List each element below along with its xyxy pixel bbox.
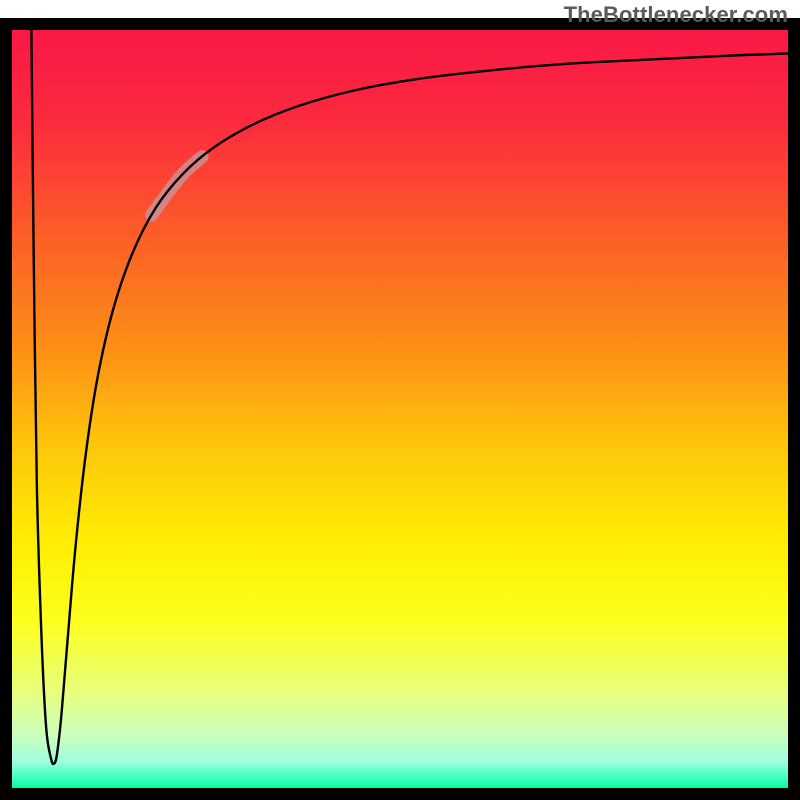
watermark-text: TheBottlenecker.com xyxy=(564,2,788,28)
chart-background xyxy=(12,30,788,788)
chart-container: TheBottlenecker.com xyxy=(0,0,800,800)
bottleneck-chart xyxy=(0,0,800,800)
